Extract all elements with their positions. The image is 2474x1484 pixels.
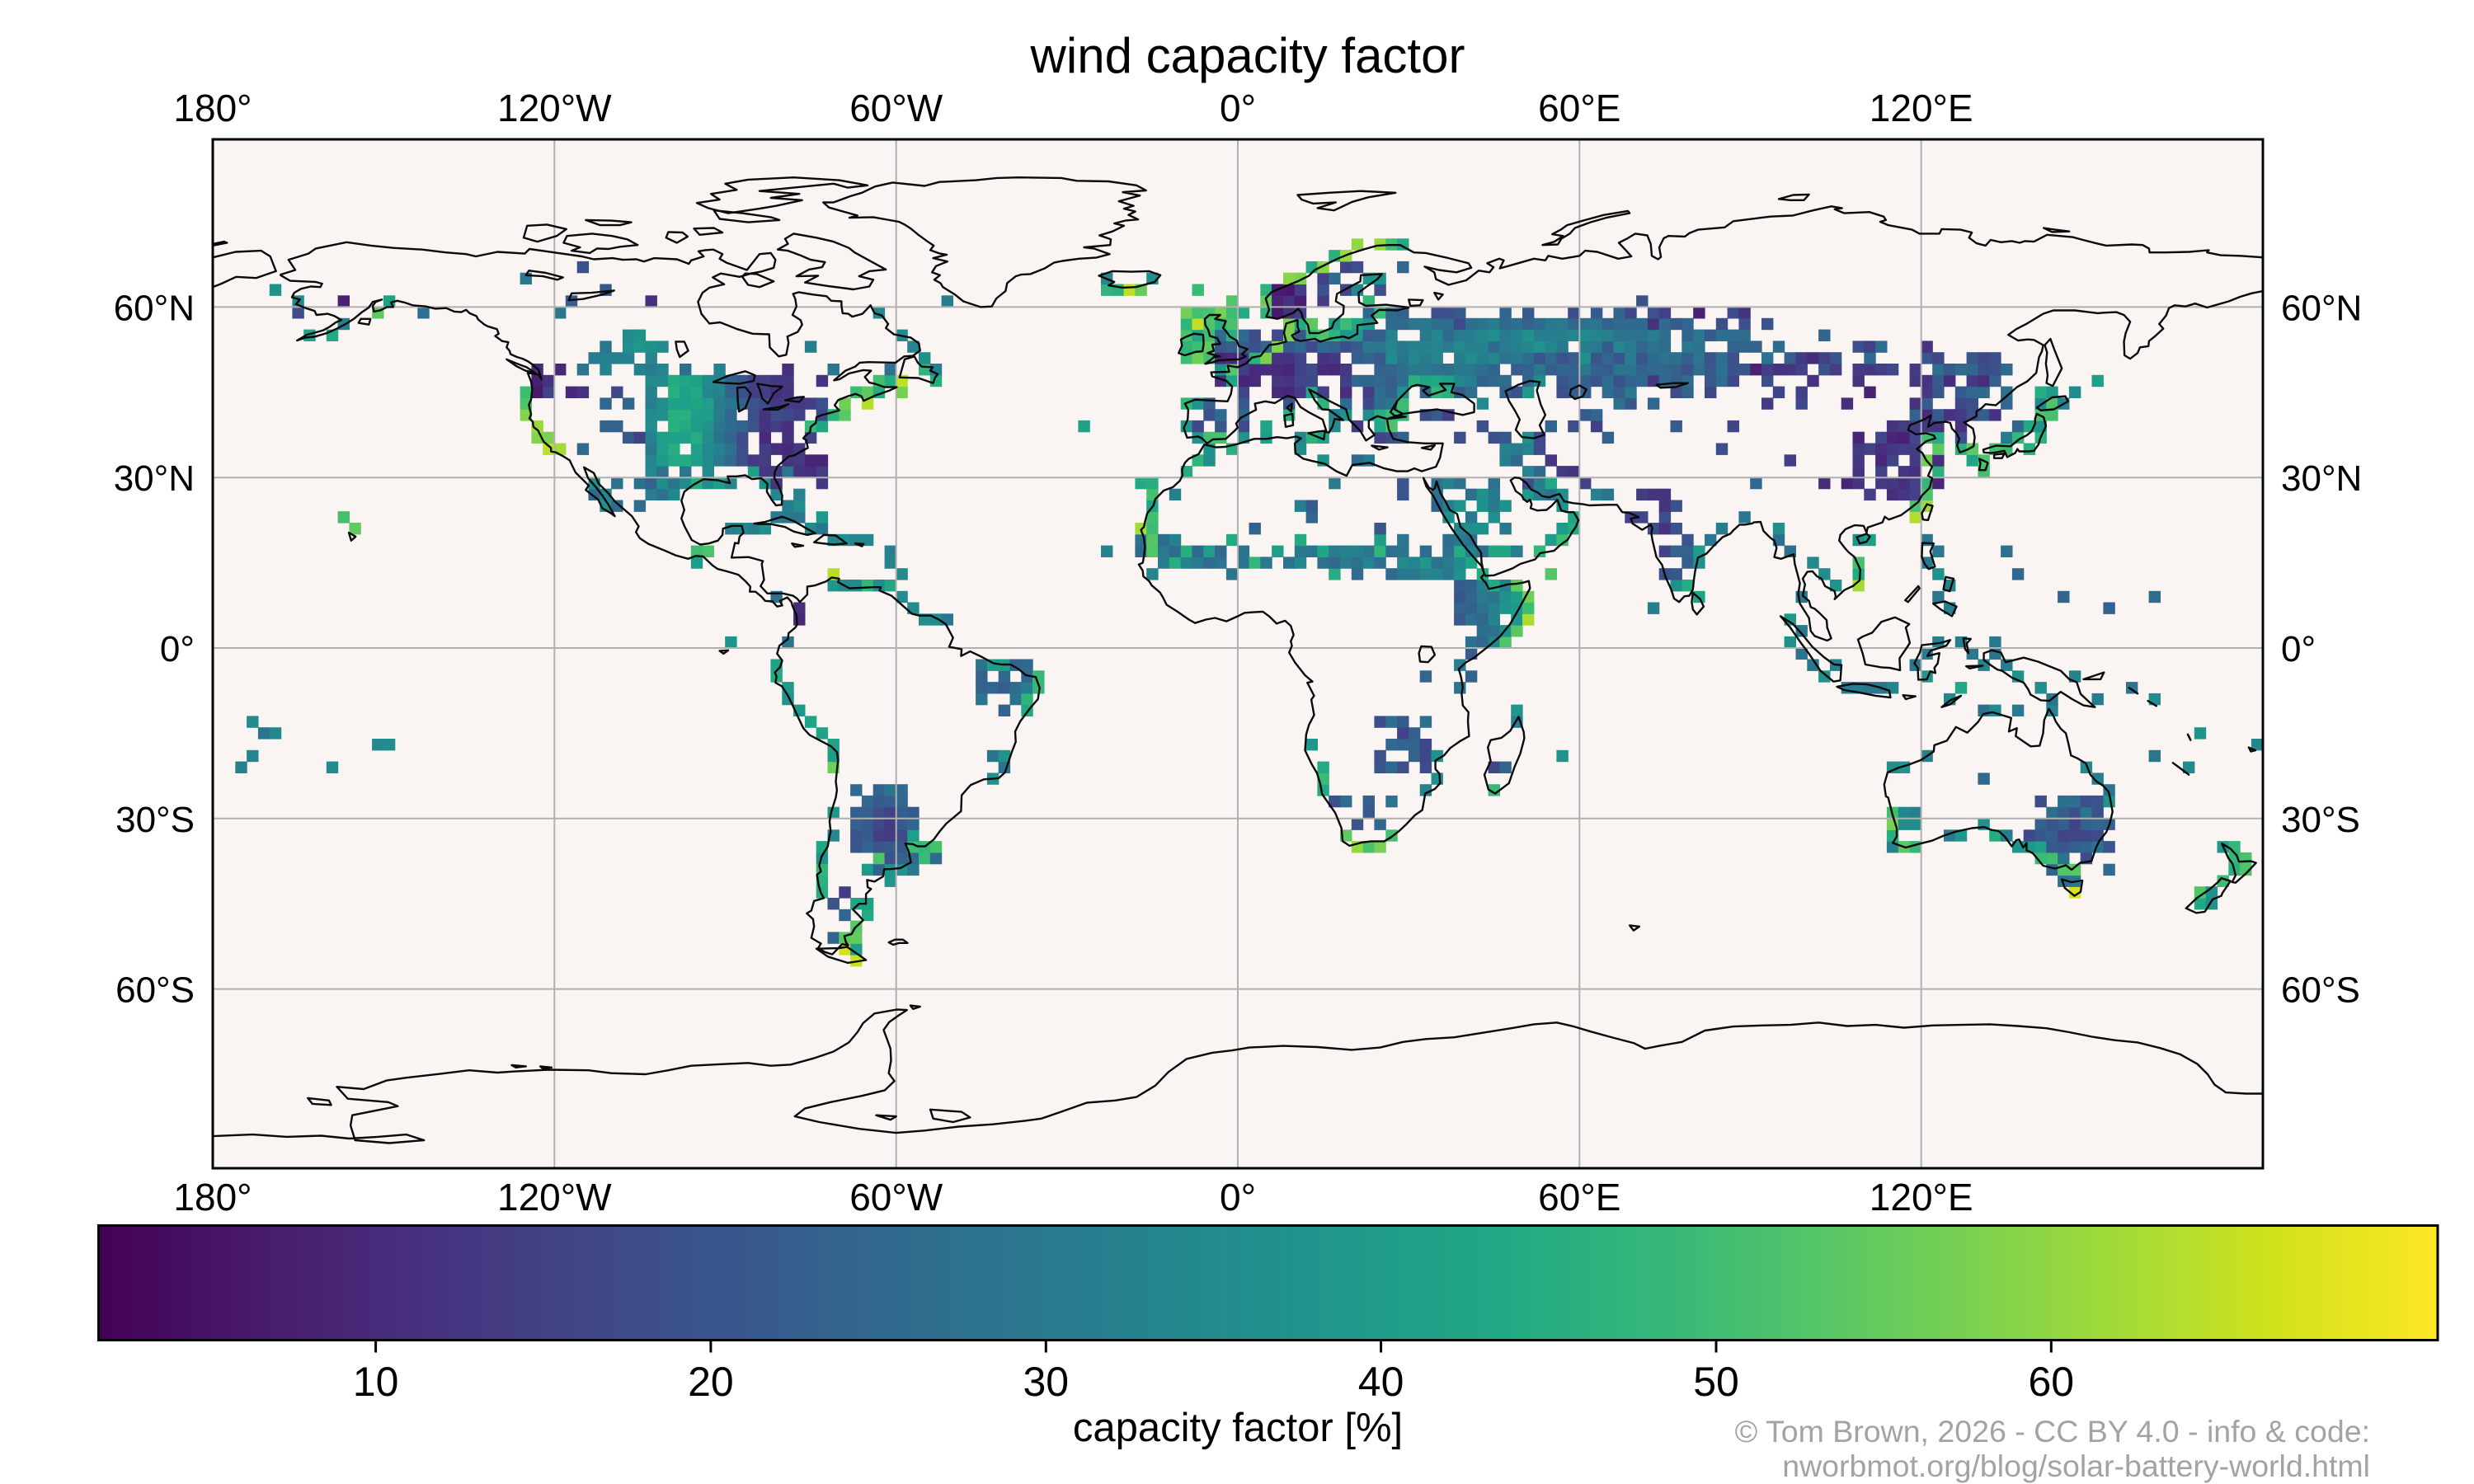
svg-text:120°W: 120°W: [497, 87, 612, 129]
svg-text:60°S: 60°S: [115, 970, 195, 1011]
svg-text:20: 20: [688, 1359, 734, 1405]
svg-text:nworbmot.org/blog/solar-batter: nworbmot.org/blog/solar-battery-world.ht…: [1782, 1449, 2370, 1483]
svg-text:40: 40: [1358, 1359, 1404, 1405]
svg-text:60°N: 60°N: [114, 288, 195, 328]
svg-text:30°N: 30°N: [114, 458, 195, 499]
svg-text:© Tom Brown, 2026 - CC BY 4.0: © Tom Brown, 2026 - CC BY 4.0 - info & c…: [1735, 1414, 2370, 1449]
svg-text:capacity factor [%]: capacity factor [%]: [1073, 1406, 1403, 1450]
svg-text:180°: 180°: [173, 87, 252, 129]
svg-text:120°W: 120°W: [497, 1176, 612, 1219]
svg-text:60°S: 60°S: [2281, 970, 2360, 1011]
svg-text:180°: 180°: [173, 1176, 252, 1219]
svg-text:30: 30: [1023, 1359, 1069, 1405]
svg-text:60°E: 60°E: [1538, 87, 1620, 129]
svg-text:60°E: 60°E: [1538, 1176, 1620, 1219]
svg-text:0°: 0°: [2281, 629, 2316, 669]
svg-text:50: 50: [1693, 1359, 1739, 1405]
svg-text:120°E: 120°E: [1870, 87, 1973, 129]
svg-text:60: 60: [2028, 1359, 2074, 1405]
svg-text:60°N: 60°N: [2281, 288, 2362, 328]
svg-text:0°: 0°: [1220, 87, 1256, 129]
svg-text:120°E: 120°E: [1870, 1176, 1973, 1219]
svg-text:60°W: 60°W: [849, 87, 943, 129]
svg-text:wind capacity factor: wind capacity factor: [1030, 28, 1465, 83]
svg-text:0°: 0°: [1220, 1176, 1256, 1219]
svg-text:30°S: 30°S: [115, 800, 195, 840]
svg-text:0°: 0°: [160, 629, 195, 669]
svg-text:10: 10: [353, 1359, 399, 1405]
svg-text:30°S: 30°S: [2281, 800, 2360, 840]
svg-text:30°N: 30°N: [2281, 458, 2362, 499]
svg-text:60°W: 60°W: [849, 1176, 943, 1219]
